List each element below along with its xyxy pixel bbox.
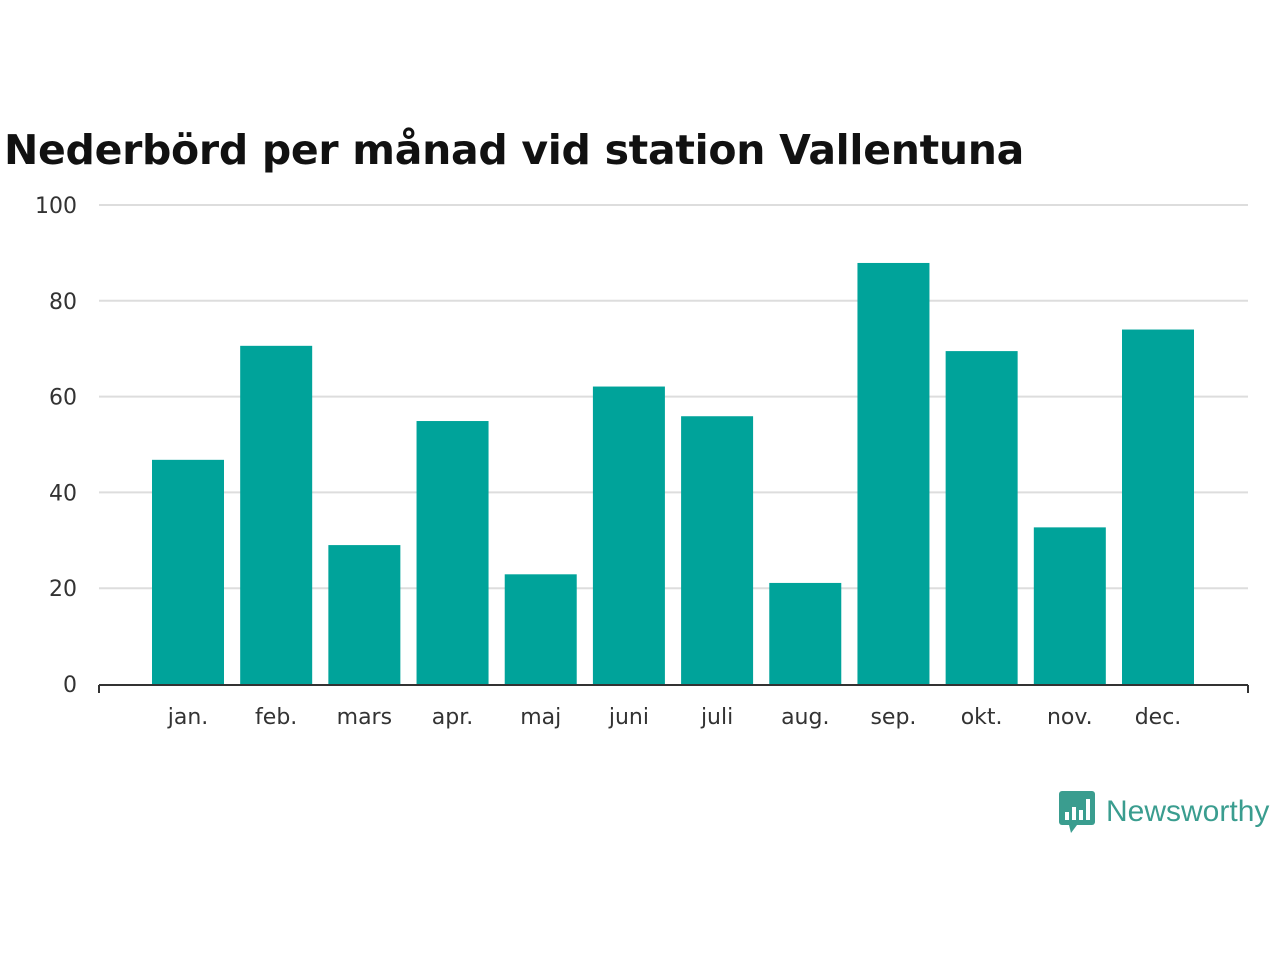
bar-2 (328, 545, 401, 684)
x-tick-label: sep. (870, 705, 916, 730)
bar-5 (592, 386, 665, 684)
x-tick-label: nov. (1047, 705, 1093, 730)
x-tick-label: juni (608, 705, 649, 730)
x-tick-label: maj (520, 705, 561, 730)
bar-9 (945, 351, 1018, 684)
bars (152, 262, 1194, 684)
brand-name: Newsworthy (1106, 795, 1270, 828)
bar-8 (857, 262, 930, 684)
bar-7 (769, 582, 842, 684)
bar-1 (240, 345, 313, 684)
x-tick-label: feb. (255, 705, 297, 730)
bar-11 (1122, 329, 1194, 684)
x-axis (98, 684, 1249, 693)
x-tick-label: juli (700, 705, 733, 730)
tick-labels: 0 20 40 60 80 100 jan. feb. mars apr. maj juni juli a… (35, 194, 1181, 730)
y-tick-label: 40 (49, 481, 77, 506)
x-tick-label: dec. (1135, 705, 1182, 730)
bar-4 (504, 574, 577, 684)
y-tick-label: 0 (63, 673, 77, 698)
brand-logo: Newsworthy (1058, 790, 1269, 834)
bar-3 (416, 421, 489, 684)
x-tick-label: mars (337, 705, 392, 730)
bar-6 (681, 416, 754, 684)
y-tick-label: 20 (49, 577, 77, 602)
newsworthy-logo-icon (1059, 791, 1095, 833)
x-tick-label: aug. (781, 705, 829, 730)
y-tick-label: 60 (49, 386, 77, 411)
bar-10 (1033, 527, 1106, 684)
y-tick-label: 80 (49, 290, 77, 315)
y-tick-label: 100 (35, 194, 77, 219)
bar-0 (152, 459, 224, 684)
x-tick-label: jan. (167, 705, 209, 730)
x-tick-label: okt. (961, 705, 1003, 730)
chart-title: Nederbörd per månad vid station Vallentu… (4, 126, 1025, 174)
x-tick-label: apr. (432, 705, 473, 730)
